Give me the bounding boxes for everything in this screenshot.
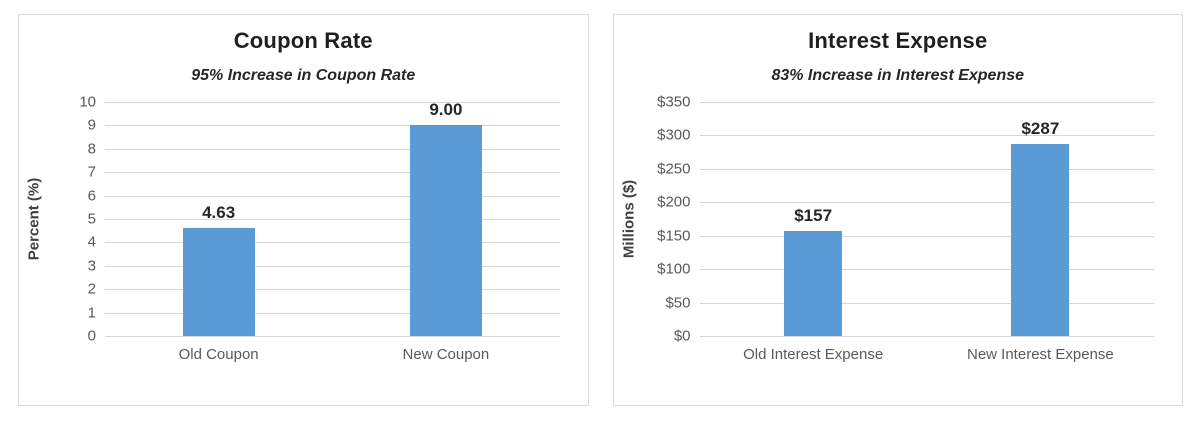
gridline [105,289,560,291]
y-axis-title-text: Millions ($) [620,179,637,259]
gridline [105,102,560,103]
y-tick-label: $100 [657,260,691,278]
y-tick-label: 4 [87,233,96,251]
gridline [699,235,1154,237]
y-tick-label: 1 [87,304,96,322]
bar-value-label: 9.00 [429,100,463,120]
gridline [105,172,560,174]
interest-expense-chart: Interest Expense 83% Increase in Interes… [612,14,1183,406]
bar [1011,144,1070,336]
y-tick-label: 5 [87,210,96,228]
chart-subtitle: 95% Increase in Coupon Rate [191,67,416,84]
gridline [699,168,1154,170]
y-tick-label: $300 [657,126,691,144]
y-tick-label: 0 [87,327,96,345]
y-axis-ticks: $350 $300 $250 $200 $150 $100 $50 $0 [644,94,700,345]
gridline [105,125,560,127]
chart-body: Millions ($) $350 $300 $250 $200 $150 $100 $50… [614,94,1183,345]
y-axis-ticks: 10 9 8 7 6 5 4 3 2 1 0 [49,94,105,345]
bar-value-label: 4.63 [202,202,236,222]
y-axis-title-text: Percent (%) [25,177,43,261]
gridline [699,269,1154,271]
x-axis-label: Old Coupon [178,346,259,363]
y-tick-label: 2 [87,280,96,298]
gridline [105,219,560,220]
plot-area: 4.63 9.00 [105,100,560,337]
y-tick-label: $200 [657,193,691,211]
gridline [105,148,560,150]
gridline [699,302,1154,304]
coupon-rate-chart: Coupon Rate 95% Increase in Coupon Rate … [18,14,589,406]
y-tick-label: $0 [673,327,691,345]
bar [784,231,843,336]
y-tick-label: $250 [657,160,691,178]
x-axis-labels: Old Interest Expense New Interest Expense [700,346,1155,370]
y-tick-label: 7 [87,163,96,181]
gridline [105,265,560,267]
y-tick-label: $350 [657,93,691,111]
chart-subtitle: 83% Increase in Interest Expense [771,67,1025,84]
bar [409,125,482,336]
y-tick-label: 6 [87,187,96,205]
chart-body: Percent (%) 10 9 8 7 6 5 4 3 2 1 0 4.63 9.00 [19,94,588,345]
y-axis-title: Percent (%) [19,102,49,336]
chart-title: Interest Expense [808,28,988,53]
bar-value-label: $157 [794,206,833,226]
gridline [699,336,1154,337]
gridline [699,202,1154,204]
gridline [699,135,1154,137]
y-tick-label: 8 [87,140,96,158]
y-axis-title: Millions ($) [614,102,644,336]
y-tick-label: $150 [657,227,691,245]
gridline [105,336,560,337]
gridline [105,242,560,244]
gridline [699,102,1154,103]
bar-value-label: $287 [1021,119,1060,139]
y-tick-label: $50 [665,294,691,312]
x-axis-label: New Coupon [402,346,490,363]
y-tick-label: 9 [87,116,96,134]
gridline [105,195,560,197]
x-axis-label: New Interest Expense [967,346,1114,363]
y-tick-label: 10 [79,93,96,111]
plot-area: $157 $287 [699,102,1154,337]
gridline [105,312,560,314]
bar [182,227,255,336]
chart-title: Coupon Rate [233,28,373,53]
x-axis-labels: Old Coupon New Coupon [105,346,560,370]
y-tick-label: 3 [87,257,96,275]
x-axis-label: Old Interest Expense [743,346,884,363]
